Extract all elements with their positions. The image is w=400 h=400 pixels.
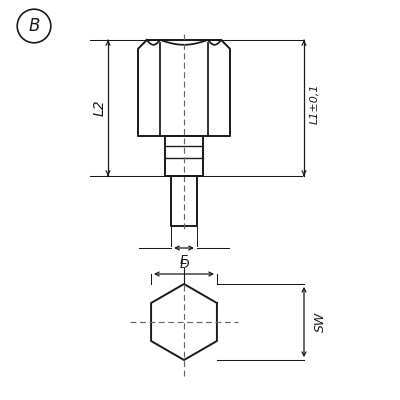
- Text: B: B: [28, 17, 40, 35]
- Text: L1±0,1: L1±0,1: [310, 84, 320, 124]
- Text: SW: SW: [314, 312, 327, 332]
- Text: D: D: [179, 258, 189, 271]
- Text: L2: L2: [92, 100, 106, 116]
- Text: E: E: [180, 254, 188, 267]
